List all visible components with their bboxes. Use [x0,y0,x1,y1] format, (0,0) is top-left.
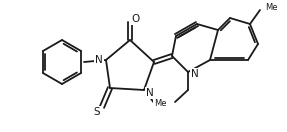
Text: S: S [94,107,100,117]
Text: N: N [191,69,199,79]
Text: Me: Me [265,3,278,11]
Text: Me: Me [154,100,166,109]
Text: N: N [95,55,103,65]
Text: N: N [146,88,154,98]
Text: O: O [131,14,139,24]
